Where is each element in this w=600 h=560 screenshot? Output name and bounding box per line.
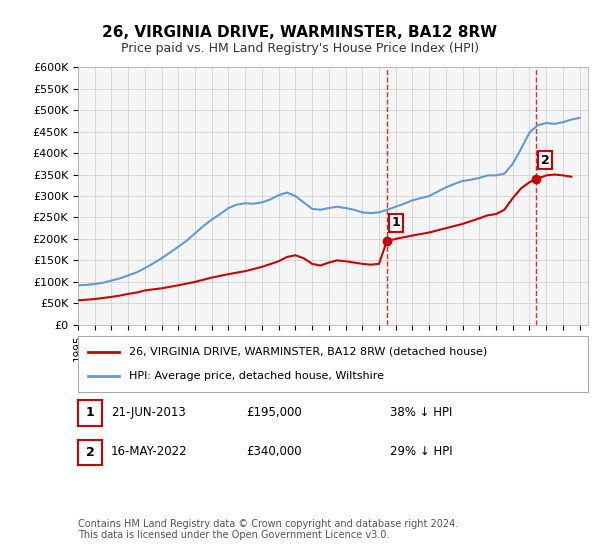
Text: 26, VIRGINIA DRIVE, WARMINSTER, BA12 8RW (detached house): 26, VIRGINIA DRIVE, WARMINSTER, BA12 8RW… [129, 347, 487, 357]
Text: Contains HM Land Registry data © Crown copyright and database right 2024.
This d: Contains HM Land Registry data © Crown c… [78, 519, 458, 540]
Text: 26, VIRGINIA DRIVE, WARMINSTER, BA12 8RW: 26, VIRGINIA DRIVE, WARMINSTER, BA12 8RW [103, 25, 497, 40]
Text: 1: 1 [86, 407, 94, 419]
Text: 2: 2 [86, 446, 94, 459]
Text: £195,000: £195,000 [246, 406, 302, 419]
Text: 1: 1 [392, 216, 401, 229]
Text: 21-JUN-2013: 21-JUN-2013 [111, 406, 186, 419]
Text: £340,000: £340,000 [246, 445, 302, 459]
Text: 38% ↓ HPI: 38% ↓ HPI [390, 406, 452, 419]
Text: 16-MAY-2022: 16-MAY-2022 [111, 445, 188, 459]
Text: 2: 2 [541, 154, 550, 167]
Text: Price paid vs. HM Land Registry's House Price Index (HPI): Price paid vs. HM Land Registry's House … [121, 42, 479, 55]
Text: HPI: Average price, detached house, Wiltshire: HPI: Average price, detached house, Wilt… [129, 371, 384, 381]
Text: 29% ↓ HPI: 29% ↓ HPI [390, 445, 452, 459]
